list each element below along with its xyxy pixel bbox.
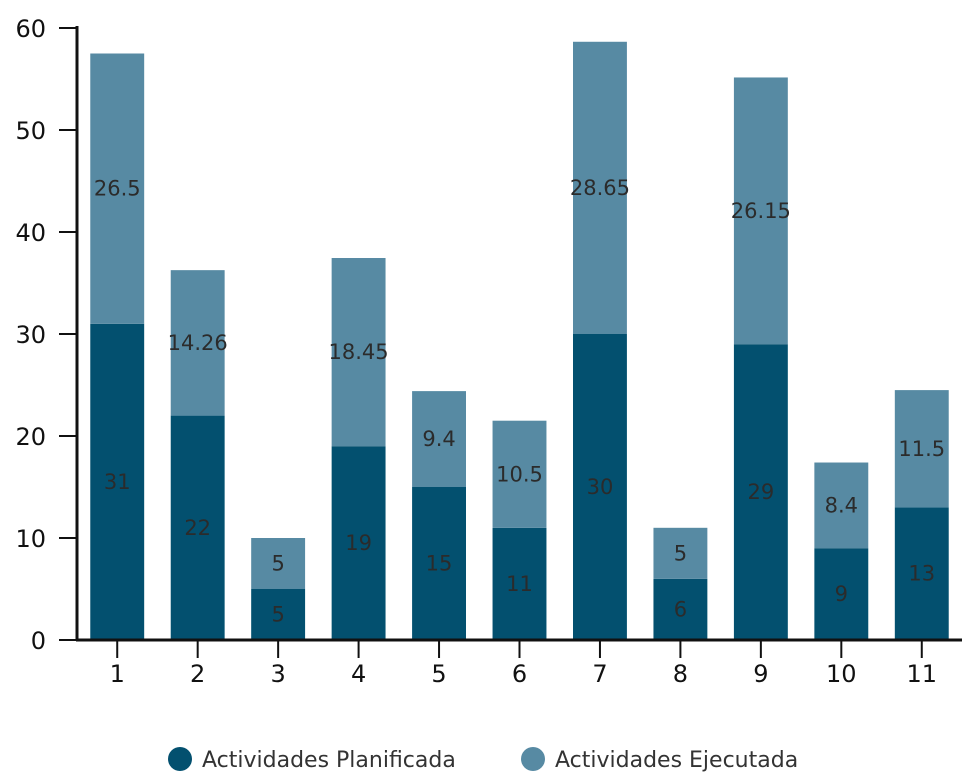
x-tick-label-2: 2 bbox=[190, 660, 205, 688]
bar-segment-planificada-3 bbox=[251, 589, 306, 640]
x-tick-label-6: 6 bbox=[512, 660, 527, 688]
data-label-planificada-11: 13 bbox=[908, 562, 935, 586]
bar-segment-ejecutada-7 bbox=[573, 41, 627, 335]
bar-segment-ejecutada-9 bbox=[733, 77, 788, 345]
bar-segment-planificada-2 bbox=[170, 415, 225, 640]
bar-segment-ejecutada-10 bbox=[814, 462, 869, 549]
data-label-planificada-9: 29 bbox=[747, 480, 774, 504]
data-label-planificada-6: 11 bbox=[506, 572, 533, 596]
data-label-ejecutada-3: 5 bbox=[271, 552, 284, 576]
x-tick-label-4: 4 bbox=[351, 660, 366, 688]
legend-label-planificada: Actividades Planificada bbox=[202, 748, 456, 772]
data-label-planificada-4: 19 bbox=[345, 531, 372, 555]
data-label-planificada-3: 5 bbox=[271, 603, 284, 627]
y-tick-label-60: 60 bbox=[15, 15, 46, 43]
y-tick-label-40: 40 bbox=[15, 219, 46, 247]
x-tick-label-11: 11 bbox=[906, 660, 937, 688]
bar-segment-ejecutada-6 bbox=[492, 420, 547, 528]
y-tick-label-30: 30 bbox=[15, 321, 46, 349]
data-label-planificada-5: 15 bbox=[426, 552, 453, 576]
data-label-ejecutada-7: 28.65 bbox=[570, 176, 630, 200]
legend-swatch-planificada bbox=[168, 747, 192, 771]
legend-label-ejecutada: Actividades Ejecutada bbox=[555, 748, 798, 772]
data-label-ejecutada-2: 14.26 bbox=[168, 331, 228, 355]
bar-segment-planificada-6 bbox=[492, 527, 547, 640]
x-tick-label-10: 10 bbox=[826, 660, 857, 688]
y-tick-label-10: 10 bbox=[15, 525, 46, 553]
data-labels-layer: 31 26.5 22 14.26 5 5 19 18.45 15 9.4 11 10.5 30 28.65… bbox=[94, 176, 945, 627]
data-label-ejecutada-5: 9.4 bbox=[422, 427, 455, 451]
bar-segment-planificada-8 bbox=[653, 578, 708, 640]
bar-segment-ejecutada-2 bbox=[170, 270, 225, 416]
x-tick-label-1: 1 bbox=[110, 660, 125, 688]
data-label-ejecutada-9: 26.15 bbox=[731, 199, 791, 223]
y-tick-label-0: 0 bbox=[31, 627, 46, 655]
data-label-ejecutada-11: 11.5 bbox=[898, 437, 945, 461]
bar-segment-ejecutada-3 bbox=[251, 538, 306, 589]
bars-layer bbox=[90, 41, 949, 640]
bar-segment-planificada-11 bbox=[894, 507, 949, 640]
y-ticks: 0 10 20 30 40 50 60 bbox=[15, 15, 77, 655]
data-label-ejecutada-10: 8.4 bbox=[825, 493, 858, 517]
bar-segment-ejecutada-1 bbox=[90, 53, 145, 324]
data-label-ejecutada-6: 10.5 bbox=[496, 462, 543, 486]
bar-segment-planificada-10 bbox=[814, 548, 869, 640]
legend: Actividades Planificada Actividades Ejecu… bbox=[168, 747, 798, 772]
bar-segment-planificada-4 bbox=[331, 446, 386, 640]
y-tick-label-20: 20 bbox=[15, 423, 46, 451]
legend-swatch-ejecutada bbox=[521, 747, 545, 771]
bar-segment-ejecutada-8 bbox=[653, 527, 708, 579]
x-tick-label-9: 9 bbox=[753, 660, 768, 688]
bar-segment-planificada-7 bbox=[573, 334, 627, 640]
y-tick-label-50: 50 bbox=[15, 117, 46, 145]
bar-segment-planificada-1 bbox=[90, 323, 145, 640]
bar-segment-planificada-9 bbox=[733, 344, 788, 640]
data-label-ejecutada-8: 5 bbox=[674, 541, 687, 565]
data-label-planificada-1: 31 bbox=[104, 470, 131, 494]
x-tick-label-8: 8 bbox=[673, 660, 688, 688]
x-tick-label-7: 7 bbox=[592, 660, 607, 688]
data-label-planificada-7: 30 bbox=[587, 475, 614, 499]
data-label-planificada-10: 9 bbox=[835, 582, 848, 606]
x-tick-label-5: 5 bbox=[431, 660, 446, 688]
bar-segment-ejecutada-4 bbox=[331, 258, 386, 447]
bar-segment-planificada-5 bbox=[412, 487, 466, 640]
bar-segment-ejecutada-5 bbox=[412, 391, 466, 487]
data-label-planificada-2: 22 bbox=[184, 516, 211, 540]
x-tick-label-3: 3 bbox=[270, 660, 285, 688]
data-label-ejecutada-4: 18.45 bbox=[329, 340, 389, 364]
x-ticks: 1 2 3 4 5 6 7 8 9 10 11 bbox=[110, 640, 937, 688]
data-label-ejecutada-1: 26.5 bbox=[94, 177, 141, 201]
bar-segment-ejecutada-11 bbox=[894, 390, 949, 508]
data-label-planificada-8: 6 bbox=[674, 597, 687, 621]
